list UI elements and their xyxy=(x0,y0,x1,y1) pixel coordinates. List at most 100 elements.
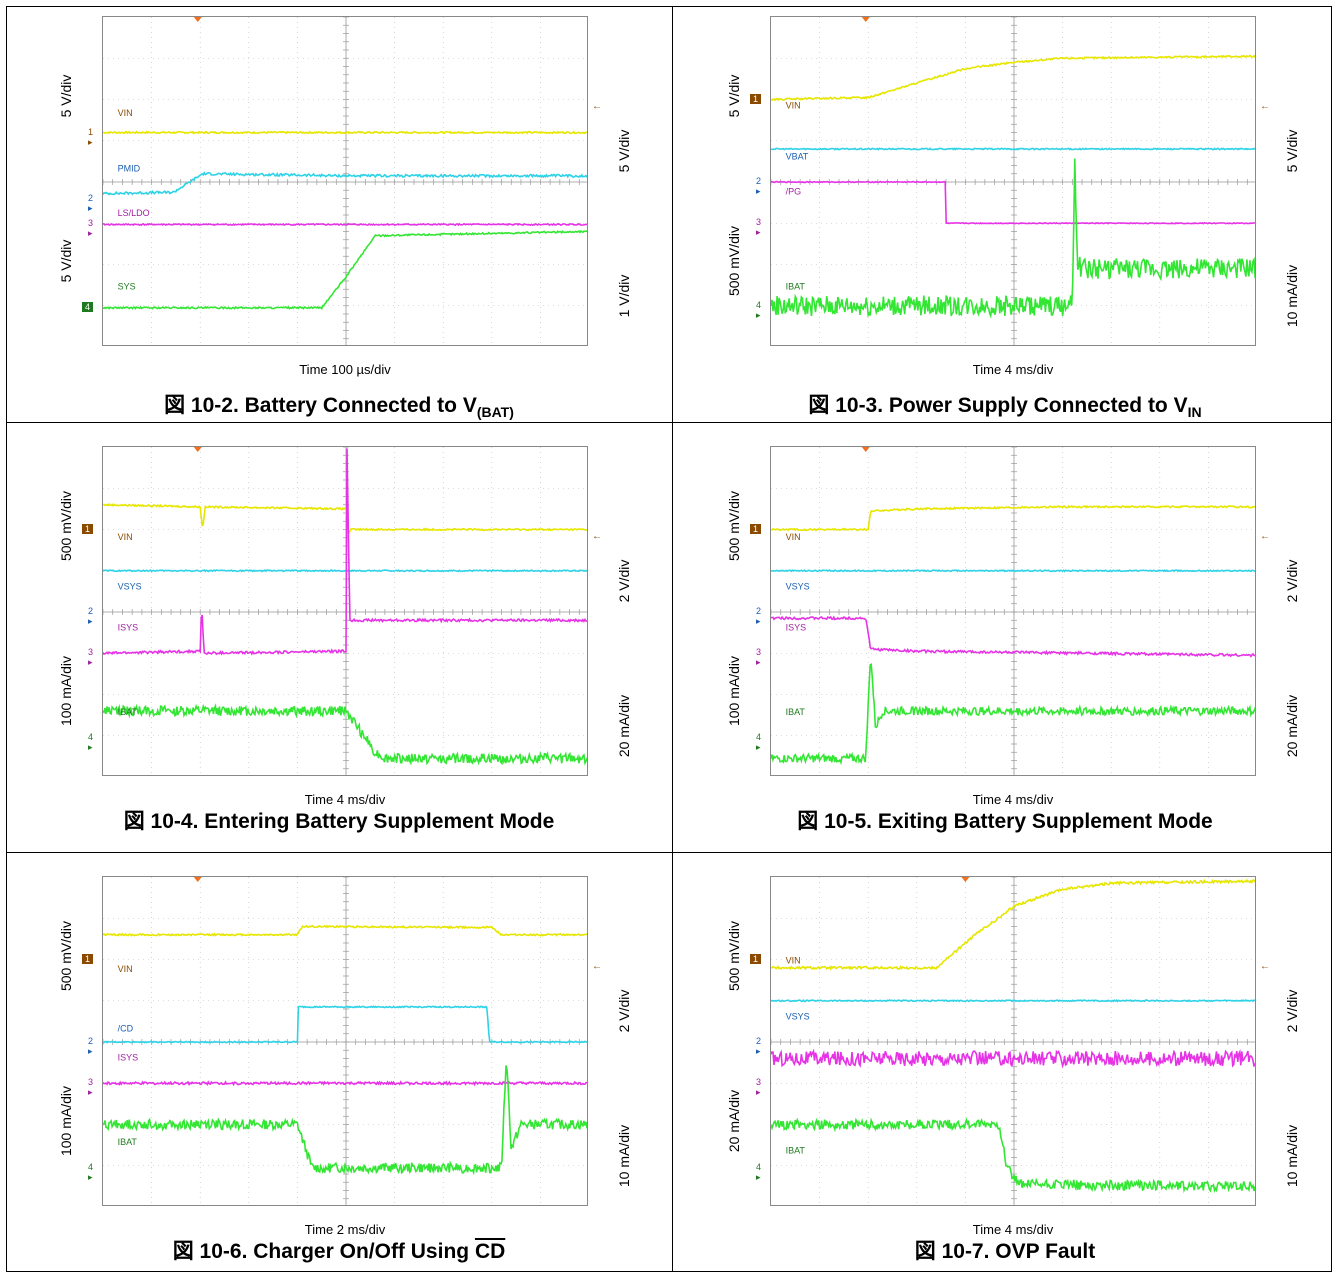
reference-arrow-icon: ← xyxy=(592,961,602,972)
left-scale-lower: 500 mV/div xyxy=(726,225,742,297)
trace-label: ISYS xyxy=(118,1053,139,1063)
channel-marker: 2 ▸ xyxy=(88,192,94,213)
figure-grid xyxy=(6,6,1332,1272)
figure-caption: 図 10-2. Battery Connected to V(BAT) xyxy=(164,394,514,420)
trace-vin xyxy=(771,504,1255,532)
left-scale-upper: 5 V/div xyxy=(726,74,742,118)
trace-label: ISYS xyxy=(118,623,139,633)
trace-ibat xyxy=(771,663,1255,766)
channel-marker: 1 ▸ xyxy=(82,953,94,974)
trace-vin xyxy=(103,130,587,135)
trace-label: VIN xyxy=(118,964,133,974)
left-scale-lower: 100 mA/div xyxy=(58,655,74,727)
trigger-marker xyxy=(193,447,202,452)
figure-caption: 図 10-6. Charger On/Off Using CD xyxy=(172,1240,506,1263)
scope-plot: VIN VBAT/PG IBAT xyxy=(771,17,1255,345)
scope-screen: VIN VBAT/PG IBAT xyxy=(770,16,1256,346)
scope-screen: VIN PMID LS/LDO SYS xyxy=(102,16,588,346)
left-scale-upper: 500 mV/div xyxy=(58,920,74,992)
reference-arrow-icon: ← xyxy=(592,531,602,542)
reference-arrow-icon: ← xyxy=(1260,531,1270,542)
trace-label: IBAT xyxy=(118,1137,138,1147)
caption-subscript: IN xyxy=(1187,404,1202,420)
scope-plot: VIN/CD ISYS IBAT xyxy=(103,877,587,1205)
right-scale-upper: 2 V/div xyxy=(1284,559,1300,603)
trace-label: VIN xyxy=(786,532,801,542)
left-scale-upper: 500 mV/div xyxy=(58,490,74,562)
right-scale-lower: 10 mA/div xyxy=(1284,264,1300,328)
trace--cd xyxy=(103,1005,587,1044)
trace-ibat xyxy=(771,158,1255,319)
trace-label: SYS xyxy=(118,281,136,291)
trace-label: PMID xyxy=(118,164,141,174)
timebase-label: Time 4 ms/div xyxy=(304,792,386,807)
trace-sys xyxy=(103,229,587,311)
trace-ch3 xyxy=(771,1048,1255,1069)
figure-caption: 図 10-7. OVP Fault xyxy=(914,1240,1096,1263)
caption-overline: CD xyxy=(474,1240,506,1263)
timebase-label: Time 2 ms/div xyxy=(304,1222,386,1237)
grid-divider-row-1 xyxy=(6,422,1332,423)
trace-label: IBAT xyxy=(786,707,806,717)
left-scale-lower: 5 V/div xyxy=(58,239,74,283)
grid-divider-vertical xyxy=(672,6,673,1272)
caption-subscript: (BAT) xyxy=(476,404,514,420)
channel-marker: 4 ▸ xyxy=(88,731,94,752)
channel-marker: 3 ▸ xyxy=(756,217,762,238)
trace-vin xyxy=(771,54,1255,102)
reference-arrow-icon: ← xyxy=(1260,961,1270,972)
figure-caption: 図 10-3. Power Supply Connected to VIN xyxy=(808,394,1202,420)
trace-ls-ldo xyxy=(103,222,587,227)
right-scale-lower: 10 mA/div xyxy=(1284,1124,1300,1188)
channel-marker: 1 ▸ xyxy=(750,523,762,544)
trace-label: VSYS xyxy=(118,581,142,591)
right-scale-upper: 5 V/div xyxy=(1284,129,1300,173)
trigger-marker xyxy=(861,447,870,452)
right-scale-lower: 20 mA/div xyxy=(1284,694,1300,758)
channel-marker: 3 ▸ xyxy=(88,1077,94,1098)
trace-label: VIN xyxy=(786,956,801,966)
scope-plot: VIN PMID LS/LDO SYS xyxy=(103,17,587,345)
right-scale-upper: 2 V/div xyxy=(1284,989,1300,1033)
channel-marker: 3 ▸ xyxy=(756,647,762,668)
trigger-marker xyxy=(961,877,970,882)
trace-label: VIN xyxy=(118,532,133,542)
timebase-label: Time 4 ms/div xyxy=(972,792,1054,807)
grid-divider-row-2 xyxy=(6,852,1332,853)
left-scale-upper: 5 V/div xyxy=(58,74,74,118)
right-scale-lower: 20 mA/div xyxy=(616,694,632,758)
trace-pmid xyxy=(103,171,587,196)
trace-isys xyxy=(103,1080,587,1087)
trace-label: IBAT xyxy=(786,281,806,291)
channel-marker: 2 ▸ xyxy=(88,1036,94,1056)
channel-marker: 2 ▸ xyxy=(756,1036,762,1056)
trace-vin xyxy=(103,503,587,535)
trace-label: LS/LDO xyxy=(118,208,150,218)
channel-marker: 1 ▸ xyxy=(750,953,762,974)
channel-marker: 2 ▸ xyxy=(88,606,94,626)
trace-label: ISYS xyxy=(786,623,807,633)
trace-label: VSYS xyxy=(786,581,810,591)
timebase-label: Time 4 ms/div xyxy=(972,362,1054,377)
channel-marker: 4 ▸ xyxy=(88,1161,94,1182)
trace-label: VIN xyxy=(118,108,133,118)
channel-marker: 3 ▸ xyxy=(756,1077,762,1098)
left-scale-upper: 500 mV/div xyxy=(726,920,742,992)
trace-vin xyxy=(771,878,1255,971)
scope-screen: VIN VSYS ISYS IBAT xyxy=(770,446,1256,776)
channel-marker: 1 ▸ xyxy=(88,126,94,147)
reference-arrow-icon: ← xyxy=(1260,101,1270,112)
trace-vsys xyxy=(103,569,587,573)
trace-label: /PG xyxy=(786,186,802,196)
channel-marker: 3 ▸ xyxy=(88,647,94,668)
trigger-marker xyxy=(193,877,202,882)
channel-marker: 2 ▸ xyxy=(756,176,762,196)
right-scale-lower: 10 mA/div xyxy=(616,1124,632,1188)
scope-screen: VIN VSYS ISYS IBAT xyxy=(102,446,588,776)
trace-isys xyxy=(771,615,1255,658)
trigger-marker xyxy=(861,17,870,22)
figure-caption: 図 10-5. Exiting Battery Supplement Mode xyxy=(797,810,1213,833)
channel-marker: 4 ▸ xyxy=(756,299,762,320)
trace-label: VSYS xyxy=(786,1011,810,1021)
trace-vin xyxy=(103,924,587,937)
